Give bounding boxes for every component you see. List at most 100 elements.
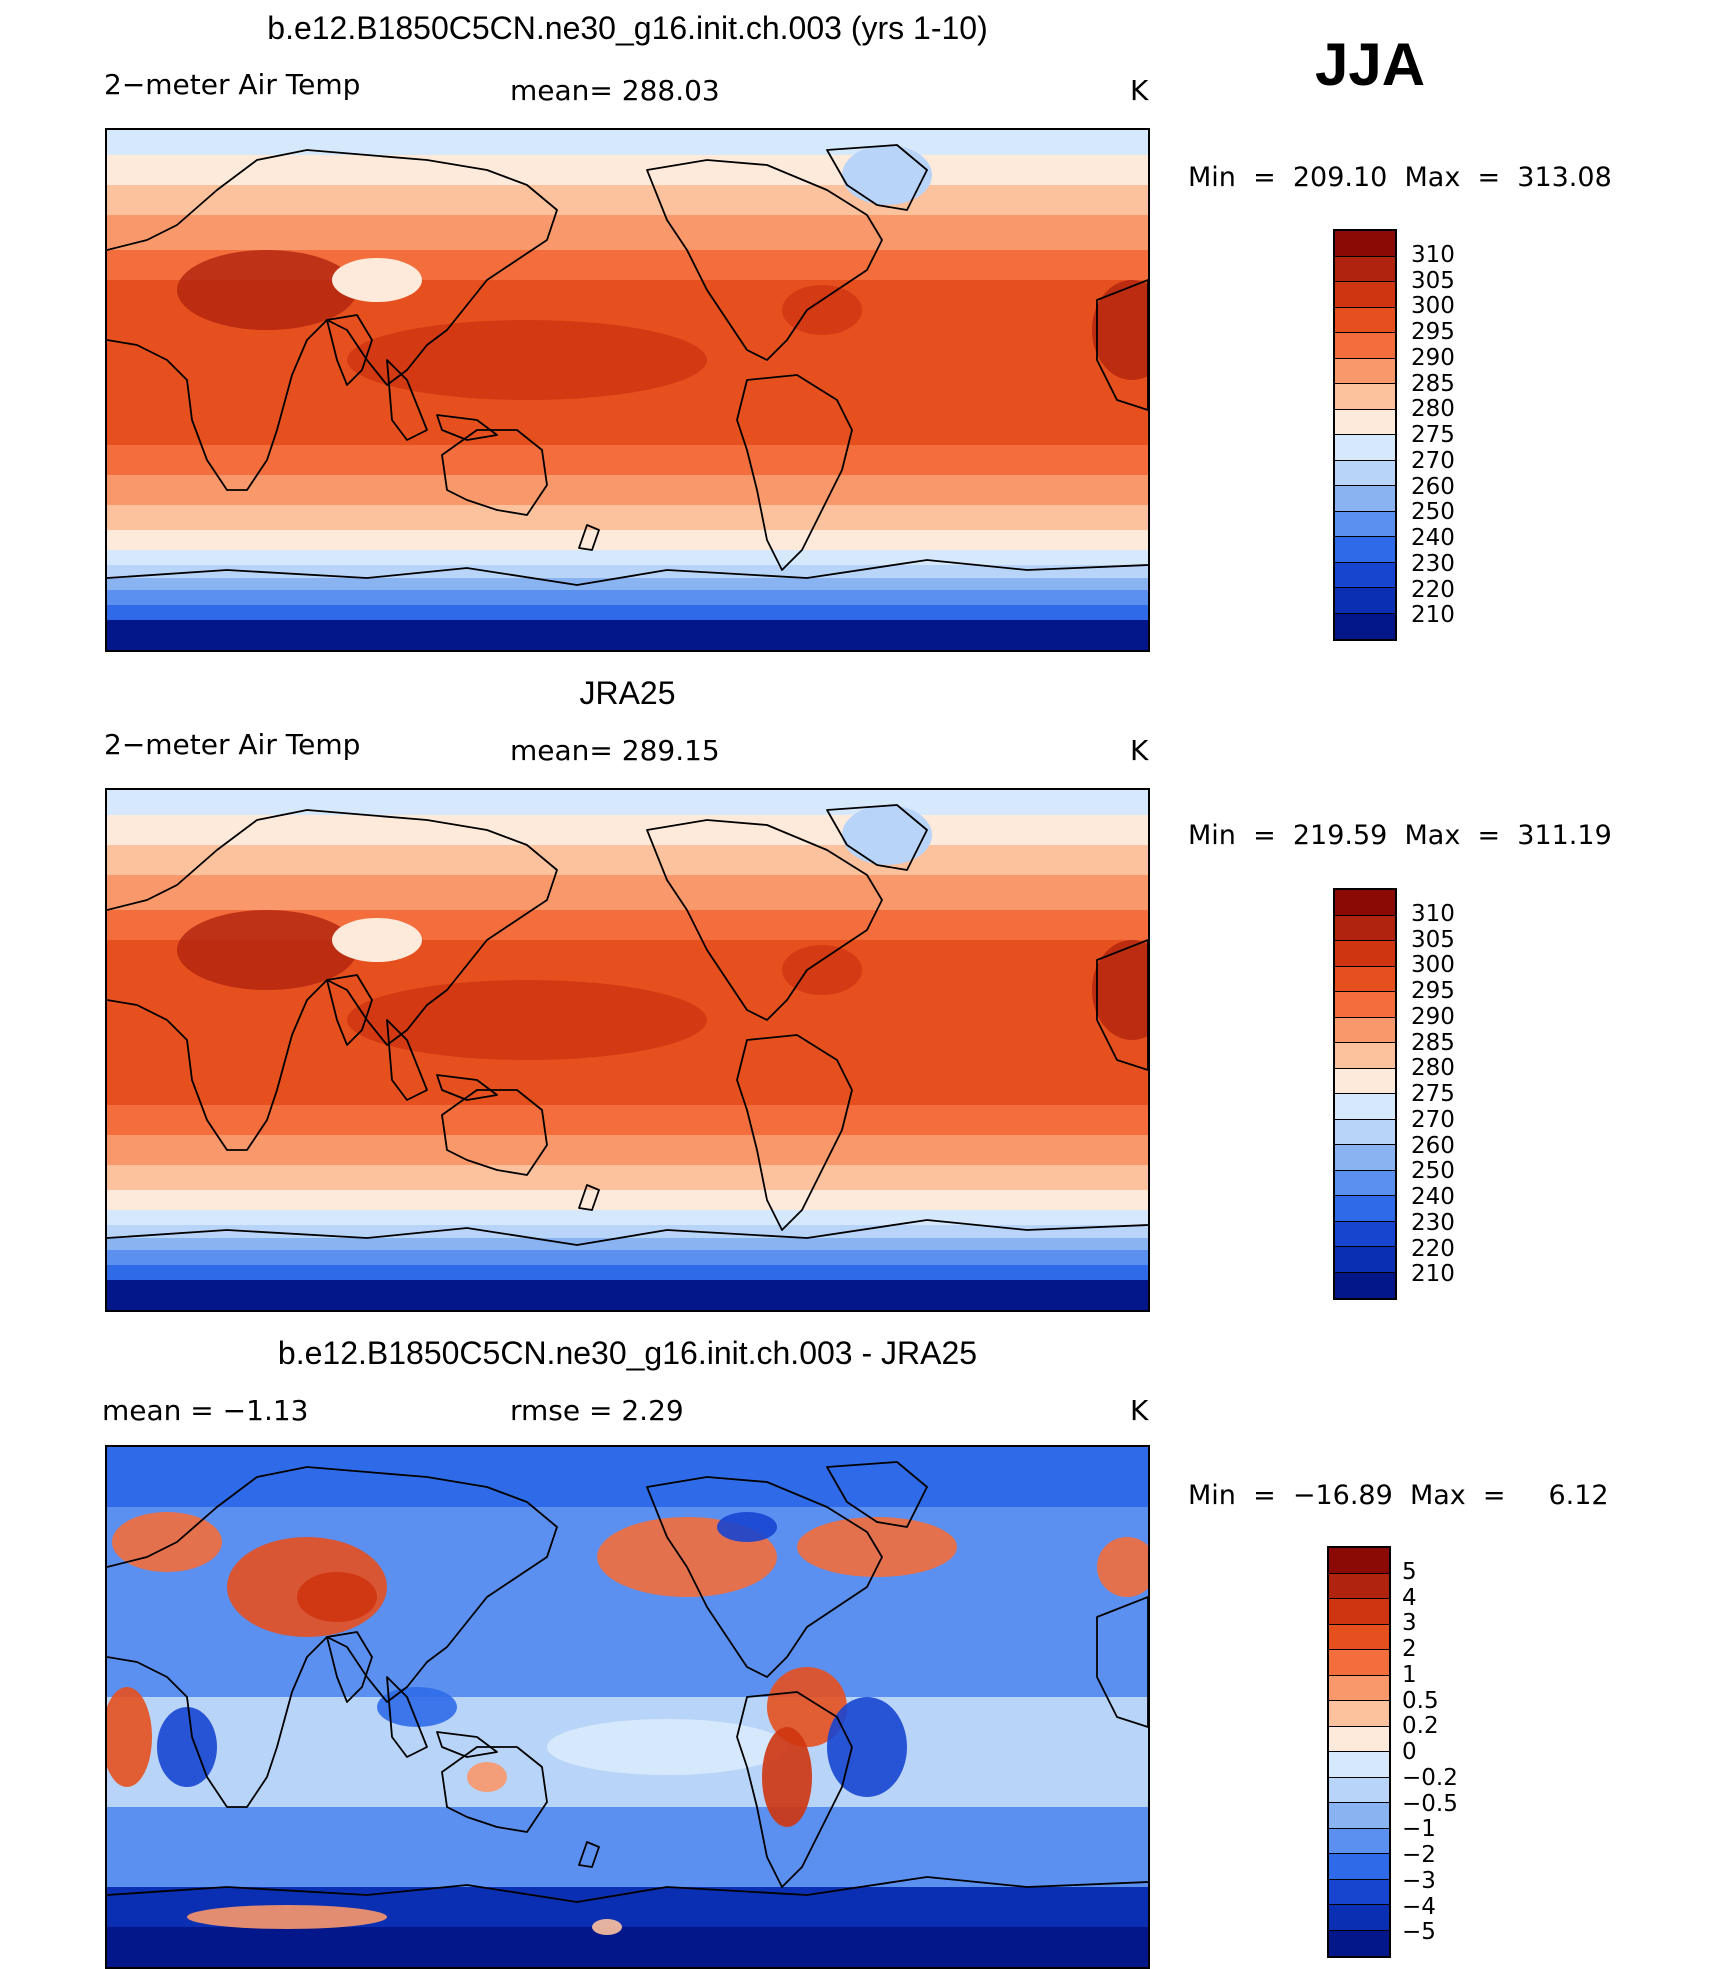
colorbar-swatch xyxy=(1335,384,1395,410)
panel-1-units: K xyxy=(1130,74,1149,107)
colorbar-swatch xyxy=(1335,1094,1395,1120)
colorbar-tick-label: 210 xyxy=(1411,602,1455,629)
colorbar-tick-label: 230 xyxy=(1411,1209,1455,1236)
colorbar-swatch xyxy=(1335,1017,1395,1043)
colorbar-swatch xyxy=(1329,1930,1389,1956)
colorbar-swatch xyxy=(1335,1119,1395,1145)
colorbar-swatch xyxy=(1335,1247,1395,1273)
colorbar-tick-label: 250 xyxy=(1411,1158,1455,1185)
colorbar-tick-label: −4 xyxy=(1402,1893,1436,1920)
colorbar-swatch xyxy=(1335,460,1395,486)
colorbar-tick-label: 285 xyxy=(1411,370,1455,397)
panel-3-units: K xyxy=(1130,1394,1149,1427)
colorbar-swatch xyxy=(1335,992,1395,1018)
colorbar-swatch xyxy=(1335,915,1395,941)
panel-1-left-label: 2−meter Air Temp xyxy=(104,68,361,101)
colorbar-tick-label: 260 xyxy=(1411,473,1455,500)
season-label: JJA xyxy=(1315,31,1426,98)
colorbar-tick-label: 5 xyxy=(1402,1558,1417,1585)
panel-3-left-label: mean = −1.13 xyxy=(102,1394,309,1427)
colorbar-swatch xyxy=(1329,1726,1389,1752)
colorbar-swatch xyxy=(1329,1548,1389,1574)
colorbar-tick-label: 2 xyxy=(1402,1636,1417,1662)
colorbar-tick-label: 220 xyxy=(1411,576,1455,603)
colorbar-tick-label: −5 xyxy=(1402,1919,1436,1946)
panel-3-title: b.e12.B1850C5CN.ne30_g16.init.ch.003 - J… xyxy=(277,1335,978,1371)
panel-3-colorbar-labels: 5 4 3 2 1 0.5 0.2 0 −0.2 −0.5 −1 −2 −3 −4 −5 xyxy=(1402,1546,1522,1958)
colorbar-tick-label: 310 xyxy=(1411,241,1455,268)
panel-2-units: K xyxy=(1130,734,1149,767)
colorbar-tick-label: 1 xyxy=(1402,1661,1417,1688)
colorbar-swatch xyxy=(1329,1701,1389,1727)
colorbar-tick-label: 240 xyxy=(1411,525,1455,551)
panel-1-colorbar xyxy=(1333,229,1397,641)
colorbar-tick-label: 3 xyxy=(1402,1610,1417,1637)
colorbar-tick-label: 280 xyxy=(1411,396,1455,423)
colorbar-swatch xyxy=(1329,1624,1389,1650)
colorbar-tick-label: 295 xyxy=(1411,978,1455,1004)
colorbar-swatch xyxy=(1335,307,1395,333)
colorbar-tick-label: 275 xyxy=(1411,422,1455,448)
colorbar-tick-label: 310 xyxy=(1411,900,1455,927)
colorbar-swatch xyxy=(1329,1828,1389,1854)
colorbar-swatch xyxy=(1335,1272,1395,1298)
colorbar-swatch xyxy=(1335,1221,1395,1247)
colorbar-swatch xyxy=(1335,1145,1395,1171)
colorbar-tick-label: 295 xyxy=(1411,319,1455,345)
colorbar-swatch xyxy=(1335,1170,1395,1196)
colorbar-tick-label: −3 xyxy=(1402,1867,1436,1894)
colorbar-swatch xyxy=(1335,256,1395,282)
panel-2-left-label: 2−meter Air Temp xyxy=(104,728,361,761)
colorbar-swatch xyxy=(1335,966,1395,992)
colorbar-tick-label: 285 xyxy=(1411,1029,1455,1056)
panel-2-colorbar-labels: 310 305 300 295 290 285 280 275 270 260 250 240 230 2… xyxy=(1411,888,1531,1300)
colorbar-swatch xyxy=(1329,1573,1389,1599)
colorbar-swatch xyxy=(1335,282,1395,308)
colorbar-tick-label: 280 xyxy=(1411,1055,1455,1082)
colorbar-tick-label: 0 xyxy=(1402,1739,1417,1765)
colorbar-tick-label: 250 xyxy=(1411,499,1455,526)
colorbar-swatch xyxy=(1329,1905,1389,1931)
colorbar-tick-label: 270 xyxy=(1411,1106,1455,1133)
colorbar-swatch xyxy=(1335,231,1395,257)
colorbar-swatch xyxy=(1335,537,1395,563)
colorbar-tick-label: 300 xyxy=(1411,293,1455,320)
colorbar-swatch xyxy=(1329,1752,1389,1778)
colorbar-swatch xyxy=(1329,1879,1389,1905)
colorbar-tick-label: 230 xyxy=(1411,550,1455,577)
panel-1-title: b.e12.B1850C5CN.ne30_g16.init.ch.003 (yr… xyxy=(267,10,988,46)
colorbar-tick-label: 305 xyxy=(1411,926,1455,953)
colorbar-swatch xyxy=(1335,588,1395,614)
colorbar-tick-label: −2 xyxy=(1402,1842,1436,1868)
colorbar-tick-label: 270 xyxy=(1411,447,1455,474)
colorbar-swatch xyxy=(1335,890,1395,916)
colorbar-swatch xyxy=(1335,1043,1395,1069)
colorbar-swatch xyxy=(1335,1068,1395,1094)
colorbar-swatch xyxy=(1329,1777,1389,1803)
colorbar-swatch xyxy=(1335,562,1395,588)
colorbar-tick-label: −0.2 xyxy=(1402,1764,1458,1791)
colorbar-swatch xyxy=(1329,1854,1389,1880)
colorbar-tick-label: −0.5 xyxy=(1402,1790,1458,1817)
panel-3-map xyxy=(105,1445,1150,1969)
colorbar-swatch xyxy=(1335,358,1395,384)
colorbar-tick-label: 260 xyxy=(1411,1132,1455,1159)
colorbar-tick-label: 0.2 xyxy=(1402,1713,1439,1740)
colorbar-tick-label: 0.5 xyxy=(1402,1687,1439,1714)
colorbar-swatch xyxy=(1329,1599,1389,1625)
colorbar-swatch xyxy=(1335,409,1395,435)
panel-1-map xyxy=(105,128,1150,652)
colorbar-swatch xyxy=(1335,613,1395,639)
panel-2-minmax: Min = 219.59 Max = 311.19 xyxy=(1188,820,1612,851)
panel-1-minmax: Min = 209.10 Max = 313.08 xyxy=(1188,162,1612,193)
panel-2-map xyxy=(105,788,1150,1312)
colorbar-tick-label: 240 xyxy=(1411,1184,1455,1210)
panel-3-center-label: rmse = 2.29 xyxy=(510,1394,684,1427)
panel-3-colorbar xyxy=(1327,1546,1391,1958)
colorbar-swatch xyxy=(1335,511,1395,537)
colorbar-tick-label: 290 xyxy=(1411,344,1455,371)
colorbar-swatch xyxy=(1335,941,1395,967)
panel-2-center-label: mean= 289.15 xyxy=(510,734,720,767)
colorbar-swatch xyxy=(1335,435,1395,461)
colorbar-tick-label: 305 xyxy=(1411,267,1455,294)
